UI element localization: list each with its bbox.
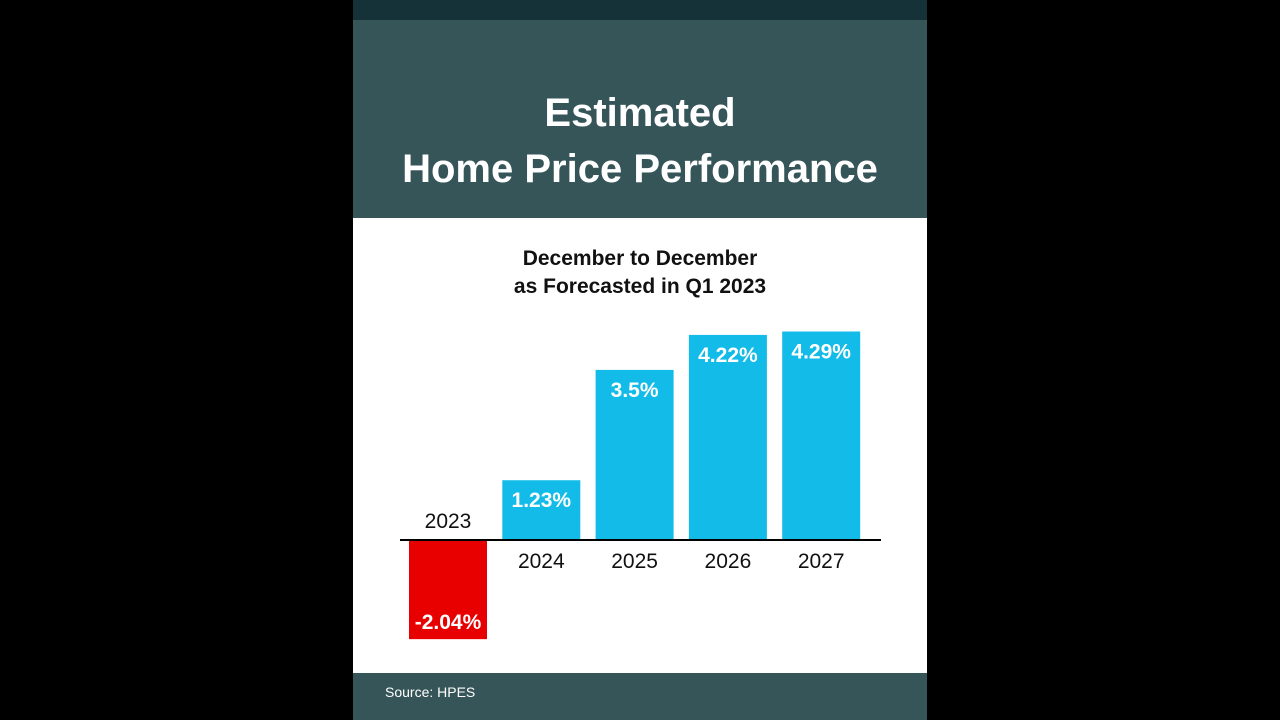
header-banner: Estimated Home Price Performance: [353, 20, 927, 218]
infographic-card: Estimated Home Price Performance Decembe…: [353, 0, 927, 720]
data-label-2025: 3.5%: [611, 379, 659, 402]
data-label-2026: 4.22%: [698, 344, 758, 367]
source-note: Source: HPES: [385, 684, 476, 700]
footer-bar: Source: HPES: [353, 673, 927, 720]
bar-2025: [595, 369, 674, 540]
category-label-2027: 2027: [798, 550, 845, 573]
bar-chart: -2.04% 2023 1.23% 2024 3.5% 2025 4.22% 2026 4.29…: [400, 331, 881, 640]
bar-2024: [502, 480, 581, 540]
category-label-2026: 2026: [705, 550, 752, 573]
title-line-1: Estimated: [544, 91, 736, 135]
data-label-2024: 1.23%: [512, 489, 572, 512]
chart-subtitle-line-2: as Forecasted in Q1 2023: [513, 275, 767, 298]
title-line-2: Home Price Performance: [402, 147, 878, 191]
category-label-2024: 2024: [518, 550, 565, 573]
category-label-2023: 2023: [425, 510, 472, 533]
chart-subtitle-line-1: December to December: [522, 247, 758, 270]
data-label-2027: 4.29%: [791, 341, 851, 364]
bar-2027: [782, 331, 861, 540]
top-strip: [353, 0, 927, 20]
category-label-2025: 2025: [611, 550, 658, 573]
data-label-2023: -2.04%: [415, 611, 482, 634]
bar-2026: [688, 334, 767, 540]
bar-2023: [409, 540, 487, 640]
